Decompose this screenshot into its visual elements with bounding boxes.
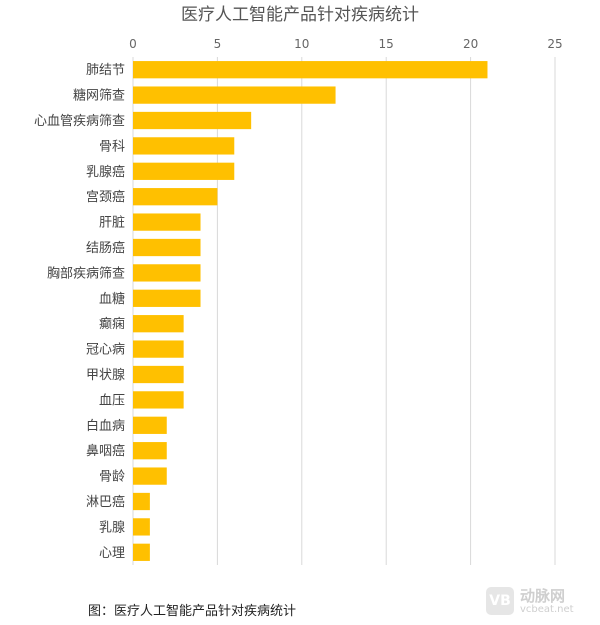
category-label: 骨科 [99,139,125,154]
category-label: 糖网筛查 [73,88,125,104]
bar-7 [133,238,201,257]
category-label: 鼻咽癌 [86,443,125,459]
category-label: 结肠癌 [86,240,125,256]
bar-12 [133,365,184,384]
category-label: 乳腺癌 [86,164,125,180]
bar-19 [133,543,150,561]
gridlines [132,57,556,565]
bar-9 [133,289,201,307]
bar-18 [133,518,150,536]
bar-11 [133,340,184,358]
category-labels: 肺结节糖网筛查心血管疾病筛查骨科乳腺癌宫颈癌肝脏结肠癌胸部疾病筛查血糖癫痫冠心病… [34,63,125,561]
watermark-logo: VB [486,587,514,615]
category-label: 肺结节 [86,63,125,78]
x-tick-label: 5 [214,37,222,51]
bar-2 [133,111,252,130]
category-label: 乳腺 [99,520,125,535]
chart-title: 医疗人工智能产品针对疾病统计 [181,5,419,25]
bar-8 [133,264,201,282]
category-label: 血糖 [99,291,125,307]
bar-3 [133,137,235,155]
category-label: 肝脏 [99,216,125,231]
bar-5 [133,188,218,206]
category-label: 血压 [99,393,125,408]
x-tick-label: 25 [547,37,562,51]
x-axis-ticks: 0 5 10 15 20 25 [129,37,562,51]
category-label: 骨龄 [99,470,125,485]
bar-17 [133,492,150,511]
category-label: 甲状腺 [86,368,125,383]
category-label: 胸部疾病筛查 [47,266,125,281]
category-label: 癫痫 [99,316,125,332]
category-label: 心血管疾病筛查 [34,114,125,129]
bar-16 [133,467,167,485]
bar-0 [133,61,488,79]
bars [133,61,488,561]
bar-14 [133,416,167,434]
x-tick-label: 20 [463,37,478,51]
bar-15 [133,442,167,460]
category-label: 白血病 [86,418,125,434]
category-label: 淋巴癌 [86,494,125,510]
x-tick-label: 10 [294,37,309,51]
category-label: 心理 [99,546,125,561]
category-label: 宫颈癌 [86,189,125,205]
category-label: 冠心病 [86,343,125,358]
bar-6 [133,213,201,231]
bar-10 [133,315,184,333]
bar-chart: 医疗人工智能产品针对疾病统计 0 5 10 15 20 25 肺结节糖网筛查心血管疾病筛查… [34,5,563,565]
bar-4 [133,162,235,180]
x-tick-label: 0 [129,37,137,51]
bar-13 [133,391,184,409]
figure-caption: 图：医疗人工智能产品针对疾病统计 [88,604,297,619]
x-tick-label: 15 [379,37,394,51]
watermark-url: vcbeat.net [520,604,574,615]
watermark: VB 动脉网 vcbeat.net [486,585,592,619]
bar-1 [133,86,336,104]
watermark-name: 动脉网 [520,587,566,605]
